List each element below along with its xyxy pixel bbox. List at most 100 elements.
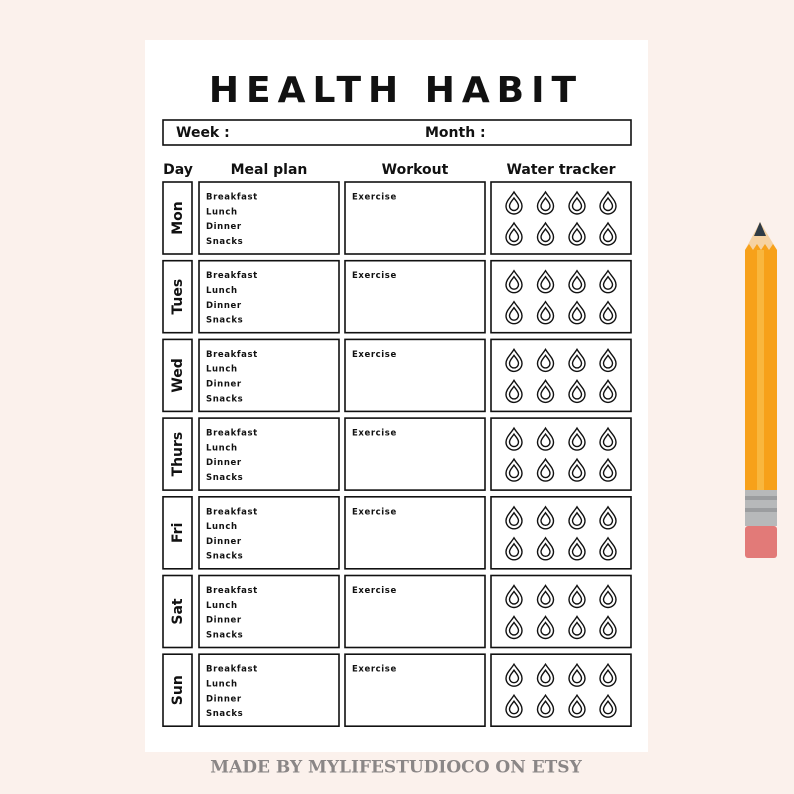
water-drop: [505, 221, 523, 246]
meal-box: [198, 259, 340, 334]
water-drop: [599, 536, 617, 561]
week-label: Week :: [176, 125, 230, 141]
water-drop-inner: [571, 699, 583, 715]
meal-box: [198, 417, 340, 491]
meal-label: Breakfast: [206, 429, 258, 439]
meal-label: Breakfast: [206, 665, 258, 675]
water-drop: [536, 379, 555, 404]
meal-box: [198, 574, 340, 649]
water-drop: [568, 348, 586, 373]
water-drop: [505, 379, 523, 404]
water-drop: [568, 615, 586, 640]
meal-label: Lunch: [206, 680, 238, 690]
meal-box: [198, 181, 340, 255]
column-header: Day: [163, 162, 193, 178]
water-drop-inner: [571, 275, 583, 290]
meal-label: Dinner: [206, 537, 242, 547]
day-box: [162, 574, 193, 649]
day-label: Fri: [170, 523, 186, 543]
water-drop-inner: [602, 699, 614, 715]
water-drop: [568, 457, 586, 482]
water-drop-inner: [508, 621, 520, 636]
water-drop: [599, 457, 617, 482]
week-month-box: [162, 119, 632, 146]
day-box: [162, 259, 193, 334]
meal-label: Snacks: [206, 394, 243, 404]
water-box: [490, 574, 632, 649]
water-drop: [568, 269, 586, 294]
column-header: Workout: [382, 162, 449, 178]
day-box: [162, 181, 193, 255]
day-label: Sat: [170, 598, 186, 625]
water-drop-inner: [602, 511, 614, 526]
day-label: Sun: [170, 675, 186, 705]
water-drop: [505, 584, 523, 609]
meal-label: Dinner: [206, 301, 242, 311]
water-drop: [536, 348, 555, 373]
water-drop: [599, 300, 617, 325]
water-drop: [599, 615, 617, 640]
water-drop: [568, 662, 586, 687]
water-drop-inner: [602, 227, 614, 243]
water-drop: [505, 615, 523, 640]
meal-label: Dinner: [206, 222, 242, 232]
water-drop: [505, 693, 523, 718]
water-drop-inner: [540, 668, 551, 684]
water-box: [490, 417, 632, 491]
meal-label: Lunch: [206, 365, 238, 375]
water-drop-inner: [602, 590, 614, 605]
day-box: [162, 495, 193, 570]
water-drop: [536, 426, 555, 451]
water-drop: [536, 269, 555, 294]
water-drop-inner: [540, 196, 551, 212]
water-drop-inner: [571, 463, 583, 479]
water-drop-inner: [540, 590, 551, 605]
meal-label: Lunch: [206, 522, 238, 532]
water-drop-inner: [508, 699, 520, 715]
water-drop-inner: [540, 275, 551, 290]
meal-label: Breakfast: [206, 193, 258, 203]
meal-label: Dinner: [206, 616, 242, 626]
water-drop-inner: [602, 463, 614, 479]
water-drop: [505, 190, 523, 215]
water-drop: [599, 662, 617, 687]
meal-label: Lunch: [206, 207, 238, 217]
workout-box: [344, 417, 486, 491]
meal-label: Dinner: [206, 458, 242, 468]
footer: MADE BY MYLIFESTUDIOCO ON ETSY: [210, 758, 582, 778]
water-drop: [568, 505, 586, 530]
meal-label: Dinner: [206, 380, 242, 390]
water-drop: [536, 300, 555, 325]
water-drop: [599, 584, 617, 609]
water-drop-inner: [508, 385, 520, 400]
water-drop: [505, 662, 523, 687]
meal-label: Breakfast: [206, 586, 258, 596]
water-drop-inner: [602, 306, 614, 321]
water-drop: [505, 426, 523, 451]
water-drop-inner: [571, 542, 583, 557]
water-drop-inner: [602, 196, 614, 212]
water-drop: [599, 379, 617, 404]
water-drop: [599, 693, 617, 718]
meal-label: Lunch: [206, 286, 238, 296]
water-drop: [536, 615, 555, 640]
workout-label: Exercise: [352, 429, 397, 439]
water-drop-inner: [508, 227, 520, 243]
water-drop: [536, 584, 555, 609]
water-drop-inner: [540, 354, 551, 369]
day-box: [162, 417, 193, 491]
pencil: [745, 222, 777, 558]
water-drop-inner: [540, 385, 551, 400]
water-drop-inner: [571, 354, 583, 369]
water-drop: [536, 190, 555, 215]
water-drop-inner: [571, 668, 583, 684]
workout-box: [344, 181, 486, 255]
day-label: Wed: [170, 358, 186, 392]
workout-box: [344, 338, 486, 413]
water-drop-inner: [571, 590, 583, 605]
water-drop-inner: [571, 385, 583, 400]
meal-label: Breakfast: [206, 507, 258, 517]
water-drop-inner: [602, 354, 614, 369]
workout-label: Exercise: [352, 507, 397, 517]
workout-label: Exercise: [352, 350, 397, 360]
